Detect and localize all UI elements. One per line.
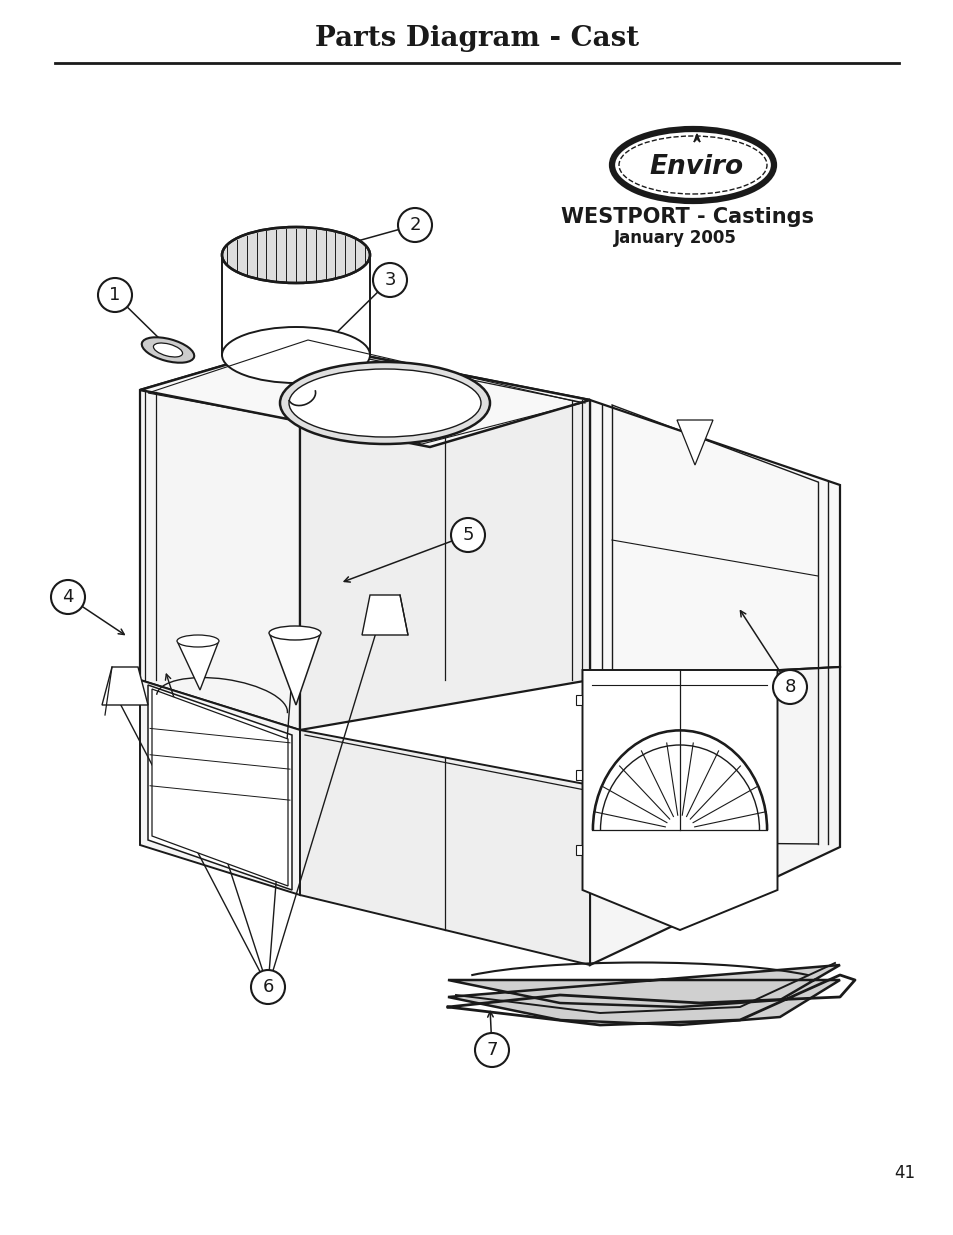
Ellipse shape <box>289 369 480 437</box>
Ellipse shape <box>153 343 182 357</box>
Circle shape <box>51 580 85 614</box>
Bar <box>576 769 582 781</box>
Polygon shape <box>589 667 840 965</box>
Text: 2: 2 <box>409 216 420 233</box>
Text: 6: 6 <box>262 978 274 995</box>
Text: Parts Diagram - Cast: Parts Diagram - Cast <box>314 26 639 53</box>
Text: 3: 3 <box>384 270 395 289</box>
Ellipse shape <box>142 337 194 363</box>
Polygon shape <box>589 400 840 680</box>
Text: 4: 4 <box>62 588 73 606</box>
Text: 1: 1 <box>110 287 121 304</box>
Polygon shape <box>178 643 218 690</box>
Text: January 2005: January 2005 <box>613 228 736 247</box>
Polygon shape <box>152 689 288 885</box>
Polygon shape <box>361 595 408 635</box>
Polygon shape <box>677 420 712 466</box>
Polygon shape <box>582 671 777 930</box>
Polygon shape <box>270 635 319 705</box>
Text: 41: 41 <box>894 1165 915 1182</box>
Ellipse shape <box>612 128 773 201</box>
Polygon shape <box>299 730 589 965</box>
Polygon shape <box>448 965 840 1025</box>
Ellipse shape <box>177 635 219 647</box>
Circle shape <box>251 969 285 1004</box>
Polygon shape <box>140 343 299 730</box>
Circle shape <box>98 278 132 312</box>
Polygon shape <box>102 667 148 705</box>
Ellipse shape <box>618 136 766 194</box>
Ellipse shape <box>222 327 370 383</box>
Polygon shape <box>140 680 299 895</box>
Ellipse shape <box>269 626 320 640</box>
Circle shape <box>475 1032 509 1067</box>
Text: 5: 5 <box>462 526 474 543</box>
Text: 7: 7 <box>486 1041 497 1058</box>
Bar <box>576 695 582 705</box>
Ellipse shape <box>280 362 490 445</box>
Polygon shape <box>140 343 589 447</box>
Text: Enviro: Enviro <box>649 154 743 180</box>
Text: 8: 8 <box>783 678 795 697</box>
Text: WESTPORT - Castings: WESTPORT - Castings <box>561 207 814 227</box>
Circle shape <box>373 263 407 296</box>
Polygon shape <box>693 135 700 142</box>
Circle shape <box>451 517 484 552</box>
Polygon shape <box>299 343 589 730</box>
Circle shape <box>397 207 432 242</box>
Circle shape <box>772 671 806 704</box>
Ellipse shape <box>222 227 370 283</box>
Polygon shape <box>148 685 292 890</box>
Bar <box>576 845 582 855</box>
